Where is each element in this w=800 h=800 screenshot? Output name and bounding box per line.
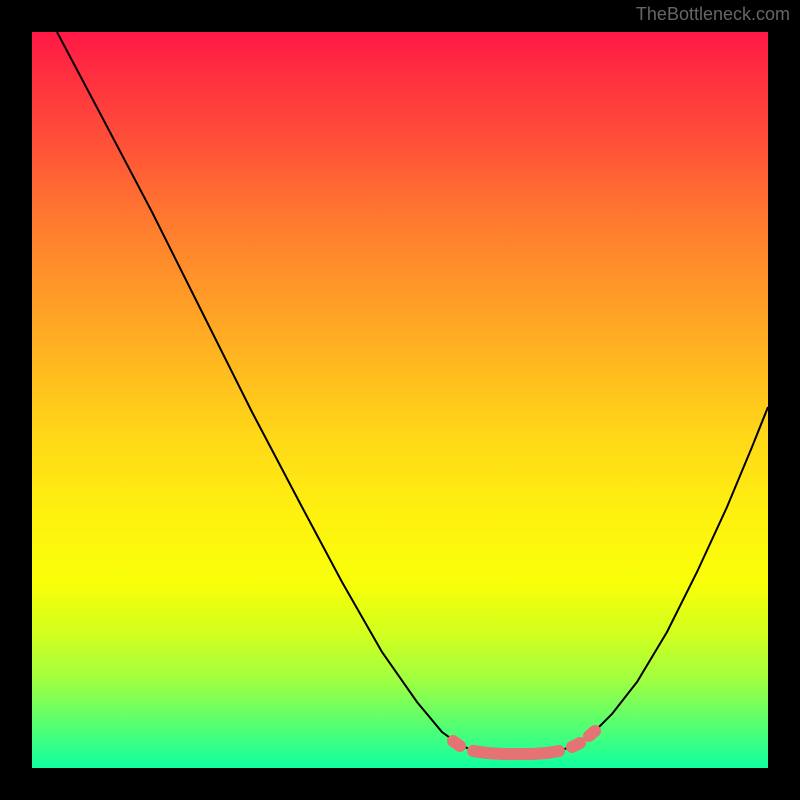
watermark-text: TheBottleneck.com bbox=[636, 4, 790, 25]
highlight-segment bbox=[589, 731, 595, 736]
bottom-highlight bbox=[453, 731, 595, 754]
curve-path bbox=[57, 32, 768, 754]
highlight-segment bbox=[453, 741, 460, 746]
highlight-segment bbox=[572, 743, 580, 747]
plot-area bbox=[32, 32, 768, 768]
highlight-segment bbox=[473, 751, 559, 754]
bottleneck-curve bbox=[32, 32, 768, 768]
